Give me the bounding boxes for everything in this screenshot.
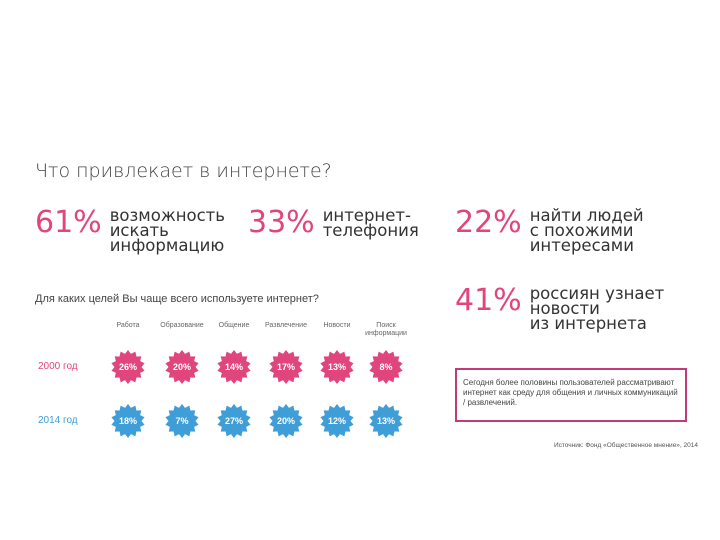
stat-desc-line: новости [529,299,600,318]
column-label: Работа [116,322,140,329]
gear-badge: 8% [369,350,403,384]
gear-icon [269,350,303,384]
gear-value: 7% [175,416,189,426]
column-label: Поиск информации [365,322,407,337]
gear-value: 8% [379,362,393,372]
gear-badge: 20% [165,350,199,384]
gear-badge: 27% [217,404,251,438]
gear-badge: 13% [369,404,403,438]
stat-search-info: 61% возможность искать информацию [35,205,225,255]
year-label: 2000 год [38,361,78,372]
stat-desc-line: информацию [109,236,225,255]
gear-badge: 12% [320,404,354,438]
gear-badge: 7% [165,404,199,438]
gear-value: 12% [327,416,346,426]
gear-icon [217,404,251,438]
gear-icon [320,404,354,438]
stat-desc-line: россиян узнает [529,284,665,303]
gear-value: 14% [224,362,243,372]
column-label: Развлечение [265,322,307,329]
stat-description: россиян узнает новости из интернета [529,284,665,333]
gear-icon [320,350,354,384]
page-title: Что привлекает в интернете? [35,160,332,182]
stat-desc-line: искать [109,221,169,240]
gear-icon [217,350,251,384]
stat-internet-telephony: 33% интернет- телефония [248,205,419,240]
stat-desc-line: с похожими [529,221,634,240]
gear-badge: 13% [320,350,354,384]
callout-box: Сегодня более половины пользователей рас… [455,368,687,422]
gear-value: 20% [276,416,295,426]
stat-desc-line: найти людей [529,206,644,225]
gear-icon [269,404,303,438]
stat-percent: 33% [248,205,315,240]
stat-desc-line: интересами [529,236,634,255]
stat-find-people: 22% найти людей с похожими интересами [455,205,644,255]
stat-desc-line: интернет- [322,206,411,225]
gear-icon [111,350,145,384]
stat-desc-line: телефония [322,221,419,240]
callout-text: Сегодня более половины пользователей рас… [463,378,678,407]
stat-news-from-internet: 41% россиян узнает новости из интернета [455,283,665,333]
gear-value: 13% [327,362,346,372]
gear-badge: 17% [269,350,303,384]
stat-percent: 61% [35,205,102,240]
column-label: Общение [218,322,250,329]
gear-icon [369,404,403,438]
gear-value: 27% [224,416,243,426]
gear-badge: 18% [111,404,145,438]
gear-icon [369,350,403,384]
gear-value: 17% [276,362,295,372]
source-note: Источник: Фонд «Общественное мнение», 20… [553,442,698,449]
gear-value: 20% [172,362,191,372]
gear-badge: 14% [217,350,251,384]
year-label: 2014 год [38,415,78,426]
stat-percent: 22% [455,205,522,240]
gear-badge: 20% [269,404,303,438]
gear-value: 18% [118,416,137,426]
gear-value: 13% [376,416,395,426]
survey-question: Для каких целей Вы чаще всего использует… [35,293,319,305]
stat-desc-line: из интернета [529,314,647,333]
stat-description: возможность искать информацию [109,206,225,255]
gear-value: 26% [118,362,137,372]
gear-icon [165,350,199,384]
stat-description: найти людей с похожими интересами [529,206,644,255]
column-label: Новости [323,322,351,329]
column-label: Образование [160,322,204,329]
gear-icon [165,404,199,438]
gear-badge: 26% [111,350,145,384]
stat-desc-line: возможность [109,206,225,225]
stat-percent: 41% [455,283,522,318]
stat-description: интернет- телефония [322,206,419,240]
gear-icon [111,404,145,438]
